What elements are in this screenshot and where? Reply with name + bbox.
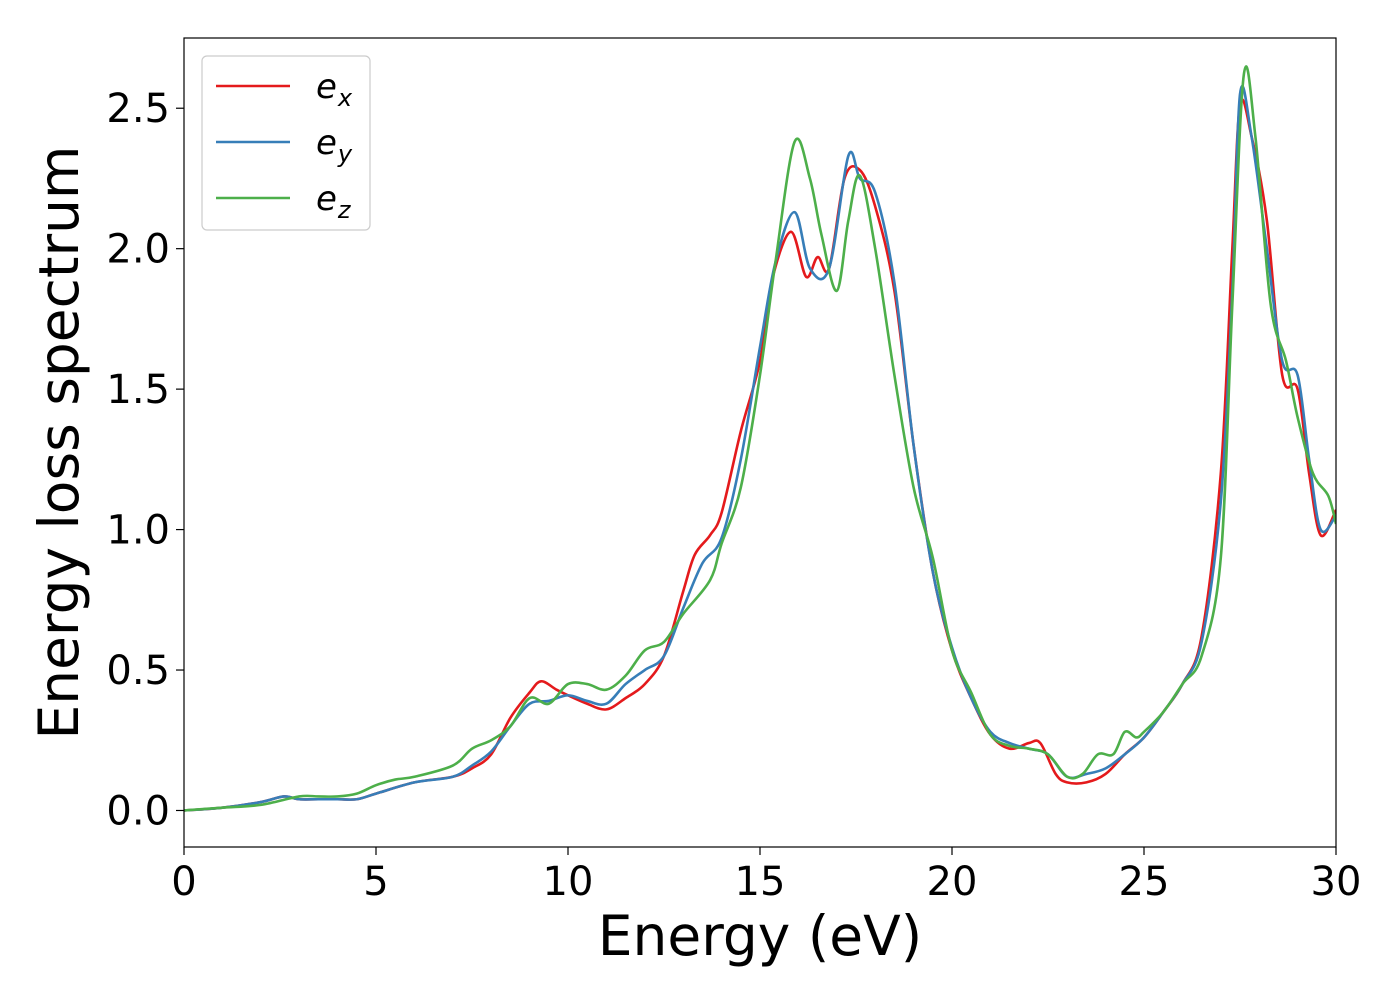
x-tick-label: 0 xyxy=(171,859,196,905)
x-axis-label: Energy (eV) xyxy=(598,904,922,968)
y-axis-label: Energy loss spectrum xyxy=(27,145,91,739)
y-axis-ticks: 0.0 0.5 1.0 1.5 2.0 2.5 xyxy=(106,86,184,834)
series-line-y xyxy=(184,84,1336,812)
y-tick-label: 0.0 xyxy=(106,788,170,834)
y-tick-label: 0.5 xyxy=(106,648,170,694)
y-tick-label: 1.0 xyxy=(106,508,170,554)
x-tick-label: 15 xyxy=(735,859,786,905)
x-tick-label: 20 xyxy=(927,859,978,905)
x-tick-label: 30 xyxy=(1311,859,1362,905)
x-tick-label: 25 xyxy=(1119,859,1170,905)
y-tick-label: 2.0 xyxy=(106,227,170,273)
x-tick-label: 5 xyxy=(363,859,388,905)
x-axis-ticks: 0 5 10 15 20 25 30 xyxy=(171,847,1361,905)
series-layer xyxy=(184,65,1336,812)
x-tick-label: 10 xyxy=(543,859,594,905)
y-tick-label: 2.5 xyxy=(106,86,170,132)
series-line-z xyxy=(184,65,1336,812)
y-tick-label: 1.5 xyxy=(106,367,170,413)
